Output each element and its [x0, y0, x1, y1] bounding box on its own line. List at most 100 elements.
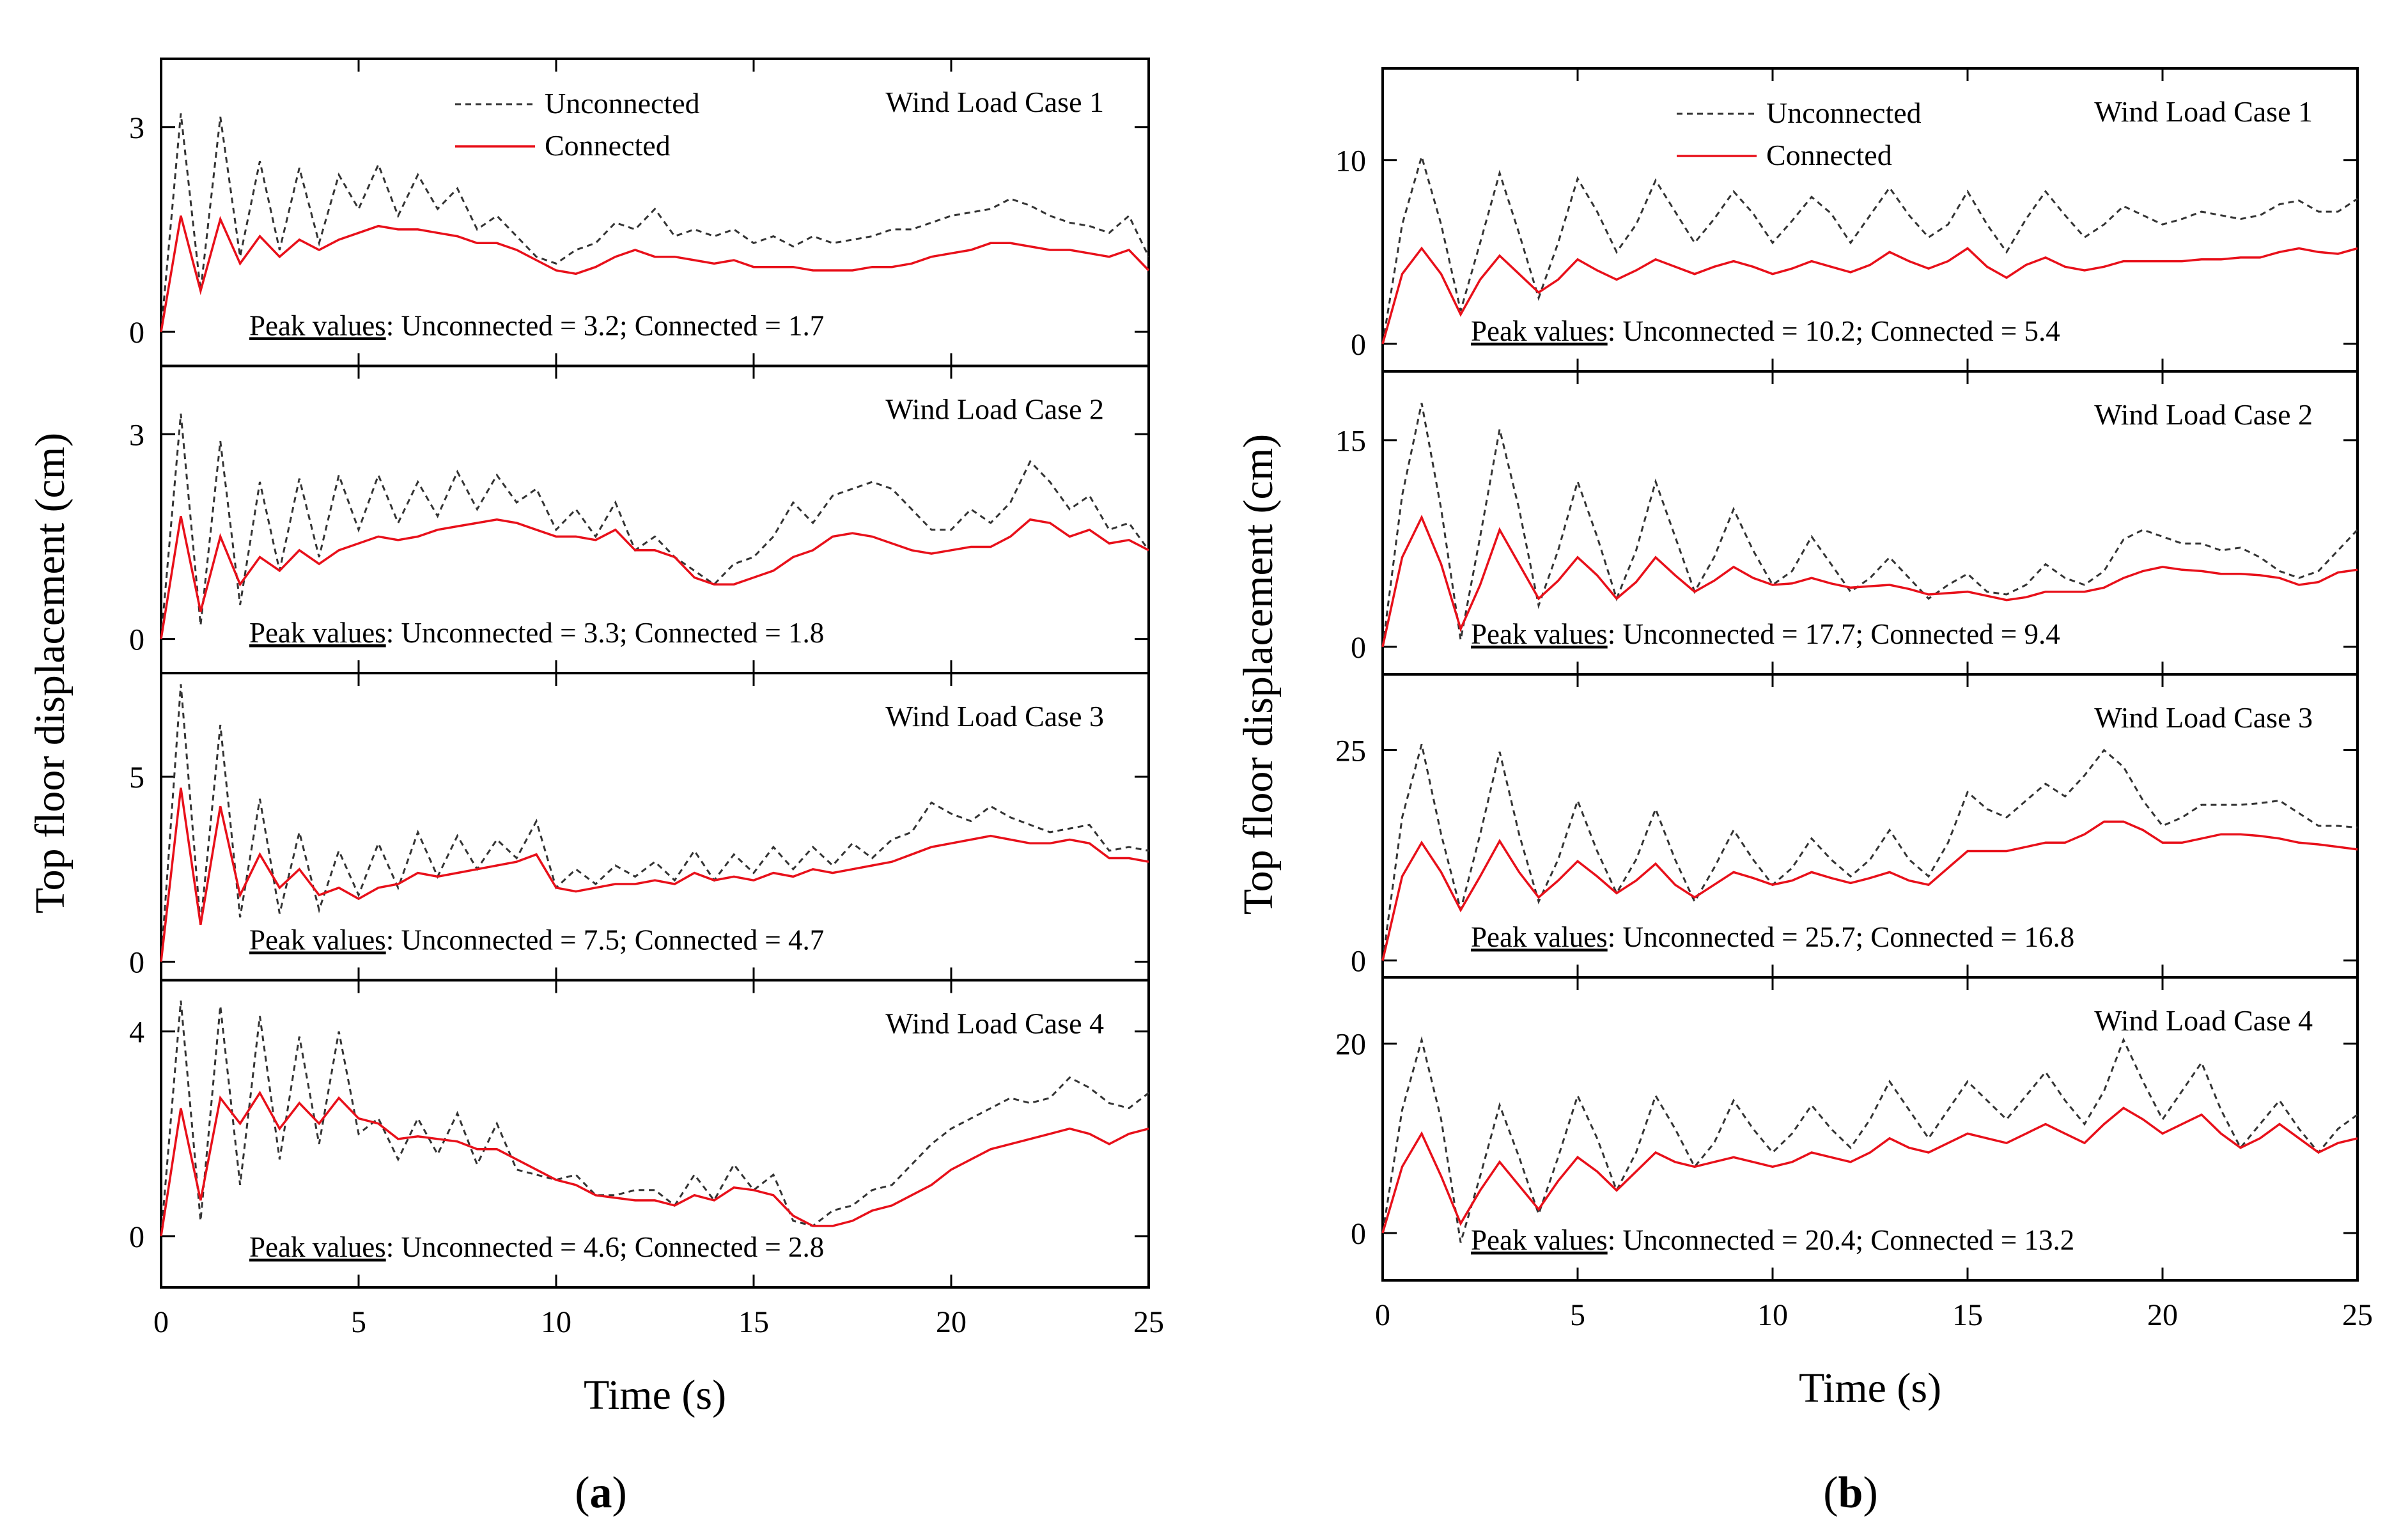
connected-series-line	[160, 788, 1149, 962]
y-tick-label: 5	[129, 761, 144, 795]
y-tick-label: 0	[1351, 328, 1366, 362]
peak-values-prefix: Peak values	[249, 310, 386, 342]
wind-load-case-label: Wind Load Case 3	[2094, 701, 2313, 734]
y-tick-label: 20	[1335, 1028, 1366, 1062]
legend-entry-connected: Connected	[545, 129, 671, 162]
y-tick-label: 0	[129, 1220, 144, 1254]
connected-series-line	[160, 516, 1149, 639]
x-tick-label: 15	[1952, 1298, 1983, 1332]
legend: Unconnected Connected	[455, 87, 700, 162]
wind-load-case-label: Wind Load Case 2	[2094, 398, 2313, 431]
y-tick-label: 10	[1335, 144, 1366, 178]
wind-load-case-label: Wind Load Case 4	[2094, 1004, 2313, 1037]
x-tick-label: 20	[2147, 1298, 2178, 1332]
panel-2: 0 15 Wind Load Case 2 Peak values: Unconnec…	[1335, 370, 2359, 676]
unconnected-series-line	[1381, 743, 2358, 961]
peak-values-prefix: Peak values	[1471, 921, 1608, 953]
peak-values-text: : Unconnected = 25.7; Connected = 16.8	[1608, 921, 2075, 953]
panel-1: 0 3 Wind Load Case 1 Peak values: Unconnect…	[129, 58, 1150, 368]
wind-load-case-label: Wind Load Case 1	[2094, 95, 2313, 128]
figure-caption: (b)	[1823, 1468, 1878, 1517]
peak-values-prefix: Peak values	[1471, 618, 1608, 650]
x-tick-label: 25	[2342, 1298, 2373, 1332]
connected-series-line	[160, 1090, 1149, 1237]
wind-load-case-label: Wind Load Case 1	[885, 86, 1104, 118]
x-tick-label: 0	[1375, 1298, 1390, 1332]
peak-values-prefix: Peak values	[249, 617, 386, 649]
x-axis-label: Time (s)	[584, 1372, 726, 1418]
x-tick-label: 15	[738, 1305, 769, 1339]
connected-series-line	[1381, 1106, 2358, 1234]
peak-values-annotation: Peak values: Unconnected = 4.6; Connecte…	[249, 1231, 824, 1263]
panel-1: 0 10 Wind Load Case 1 Peak values: Unconnec…	[1335, 67, 2359, 373]
y-tick-label: 0	[1351, 945, 1366, 979]
connected-series-line	[1381, 515, 2358, 648]
y-axis-label: Top floor displacement (cm)	[27, 433, 74, 913]
y-axis-label: Top floor displacement (cm)	[1235, 434, 1282, 915]
peak-values-prefix: Peak values	[1471, 315, 1608, 347]
peak-values-text: : Unconnected = 20.4; Connected = 13.2	[1608, 1224, 2075, 1256]
peak-values-text: : Unconnected = 3.3; Connected = 1.8	[386, 617, 825, 649]
peak-values-annotation: Peak values: Unconnected = 25.7; Connect…	[1471, 921, 2074, 953]
peak-values-text: : Unconnected = 3.2; Connected = 1.7	[386, 310, 825, 342]
peak-values-annotation: Peak values: Unconnected = 3.2; Connecte…	[249, 310, 824, 342]
figure-caption: (a)	[575, 1468, 627, 1517]
legend: Unconnected Connected	[1677, 97, 1922, 171]
x-tick-label: 10	[541, 1305, 571, 1339]
wind-load-case-label: Wind Load Case 2	[885, 393, 1104, 426]
y-tick-label: 0	[129, 623, 144, 657]
peak-values-text: : Unconnected = 4.6; Connected = 2.8	[386, 1231, 825, 1263]
x-tick-label: 25	[1133, 1305, 1164, 1339]
x-axis-label: Time (s)	[1799, 1365, 1941, 1411]
y-tick-label: 0	[129, 316, 144, 350]
panel-4: 0 20 Wind Load Case 4 Peak values: Unconnec…	[1335, 976, 2359, 1282]
panel-3: 0 25 Wind Load Case 3 Peak values: Unconnec…	[1335, 673, 2359, 979]
y-tick-label: 0	[1351, 631, 1366, 665]
peak-values-annotation: Peak values: Unconnected = 7.5; Connecte…	[249, 924, 824, 956]
unconnected-series-line	[1381, 153, 2358, 345]
peak-values-annotation: Peak values: Unconnected = 20.4; Connect…	[1471, 1224, 2074, 1256]
panel-frame	[1381, 976, 2359, 1282]
peak-values-text: : Unconnected = 7.5; Connected = 4.7	[386, 924, 825, 956]
panel-frame	[160, 979, 1150, 1289]
y-tick-label: 4	[129, 1016, 144, 1050]
peak-values-text: : Unconnected = 10.2; Connected = 5.4	[1608, 315, 2060, 347]
y-tick-label: 15	[1335, 424, 1366, 458]
y-tick-label: 0	[1351, 1217, 1366, 1251]
y-tick-label: 0	[129, 946, 144, 980]
unconnected-series-line	[160, 414, 1150, 639]
panel-3: 0 5 Wind Load Case 3 Peak values: Unconnect…	[129, 672, 1150, 982]
panel-4: 0 4 Wind Load Case 4 Peak values: Unconnect…	[129, 979, 1150, 1289]
legend-entry-unconnected: Unconnected	[545, 87, 700, 120]
x-tick-label: 5	[1570, 1298, 1585, 1332]
connected-series-line	[1381, 820, 2358, 961]
y-tick-label: 25	[1335, 734, 1366, 768]
legend-entry-unconnected: Unconnected	[1766, 97, 1922, 129]
wind-load-case-label: Wind Load Case 4	[885, 1007, 1104, 1040]
peak-values-prefix: Peak values	[249, 924, 386, 956]
peak-values-prefix: Peak values	[1471, 1224, 1608, 1256]
peak-values-annotation: Peak values: Unconnected = 17.7; Connect…	[1471, 618, 2060, 650]
peak-values-annotation: Peak values: Unconnected = 3.3; Connecte…	[249, 617, 824, 649]
caption-letter: b	[1838, 1468, 1863, 1517]
legend-entry-connected: Connected	[1766, 139, 1892, 171]
peak-values-prefix: Peak values	[249, 1231, 386, 1263]
panel-2: 0 3 Wind Load Case 2 Peak values: Unconnect…	[129, 364, 1150, 674]
x-tick-label: 20	[936, 1305, 967, 1339]
peak-values-annotation: Peak values: Unconnected = 10.2; Connect…	[1471, 315, 2060, 347]
wind-load-case-label: Wind Load Case 3	[885, 700, 1104, 733]
unconnected-series-line	[1381, 403, 2359, 648]
connected-series-line	[160, 215, 1150, 332]
x-tick-label: 10	[1757, 1298, 1788, 1332]
y-tick-label: 3	[129, 418, 144, 452]
caption-letter: a	[590, 1468, 612, 1517]
connected-series-line	[1381, 246, 2358, 345]
unconnected-series-line	[160, 684, 1149, 962]
peak-values-text: : Unconnected = 17.7; Connected = 9.4	[1608, 618, 2060, 650]
unconnected-series-line	[1381, 1036, 2358, 1243]
unconnected-series-line	[160, 113, 1150, 332]
y-tick-label: 3	[129, 111, 144, 145]
